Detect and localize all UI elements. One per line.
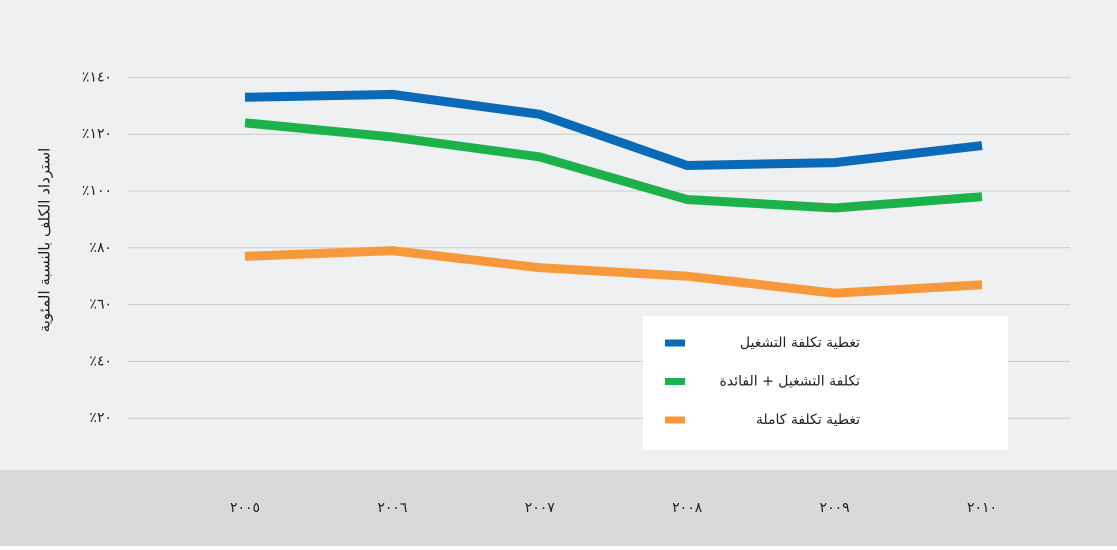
legend-box [643, 316, 1008, 450]
x-tick-label: ٢٠٠٨ [672, 500, 703, 516]
legend-swatch [665, 378, 685, 385]
y-axis-label: استرداد الكلف بالنسبة المئوية [36, 148, 54, 333]
axis-band [0, 470, 1117, 546]
line-series [244, 246, 983, 298]
x-tick-label: ٢٠٠٧ [525, 500, 556, 516]
y-tick-label: ٪١٢٠ [82, 126, 112, 142]
y-tick-label: ٪٦٠ [89, 297, 112, 313]
x-tick-label: ٢٠١٠ [967, 500, 997, 516]
legend-swatch [665, 339, 685, 347]
legend-label: تكلفة التشغيل + الفائدة [720, 374, 861, 390]
x-tick-label: ٢٠٠٦ [377, 500, 407, 516]
x-tick-label: ٢٠٠٥ [230, 500, 260, 516]
y-tick-label: ٪٢٠ [89, 410, 112, 426]
y-tick-label: ٪٤٠ [89, 353, 112, 369]
y-tick-label: ٪١٤٠ [82, 69, 112, 85]
line-series [244, 89, 983, 170]
legend-swatch [665, 416, 685, 424]
legend-label: تغطية تكلفة كاملة [756, 412, 860, 428]
y-tick-label: ٪١٠٠ [82, 183, 112, 199]
line-series [244, 118, 983, 213]
legend-label: تغطية تكلفة التشغيل [740, 335, 860, 351]
x-tick-label: ٢٠٠٩ [820, 500, 850, 516]
y-tick-label: ٪٨٠ [89, 240, 112, 256]
